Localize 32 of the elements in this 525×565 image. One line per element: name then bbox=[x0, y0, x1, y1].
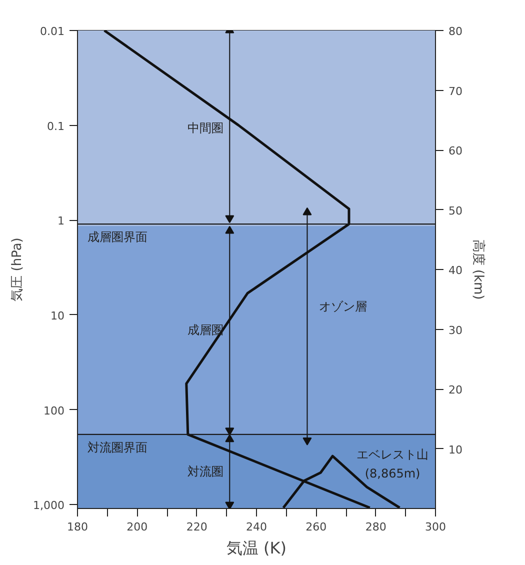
y2-tick-label: 40 bbox=[448, 264, 462, 277]
y2-tick-label: 20 bbox=[448, 384, 462, 396]
ref-line-label: 対流圏界面 bbox=[88, 440, 148, 454]
x-tick-label: 200 bbox=[126, 520, 148, 534]
x-tick-label: 240 bbox=[246, 520, 267, 534]
y2-tick-label: 50 bbox=[448, 204, 462, 218]
x-tick-label: 220 bbox=[186, 520, 208, 534]
y2-tick-label: 10 bbox=[448, 443, 462, 456]
y2-tick-label: 80 bbox=[448, 25, 462, 38]
y2-tick-label: 60 bbox=[448, 144, 462, 158]
band-label: 対流圏 bbox=[187, 464, 224, 478]
band-label: 中間圏 bbox=[187, 121, 224, 136]
y-tick-label: 10 bbox=[50, 309, 65, 322]
y-axis-title: 気圧 (hPa) bbox=[10, 238, 26, 302]
y2-tick-label: 70 bbox=[448, 84, 462, 98]
annotation: エベレスト山 bbox=[356, 447, 429, 462]
y-tick-label: 1 bbox=[58, 214, 64, 228]
y2-tick-label: 30 bbox=[448, 324, 462, 337]
x-tick-label: 280 bbox=[365, 520, 386, 534]
y-tick-label: 100 bbox=[44, 404, 65, 418]
x-axis-title: 気温 (K) bbox=[226, 538, 287, 558]
x-tick-label: 300 bbox=[425, 520, 446, 534]
band-label: 成層圏 bbox=[187, 323, 224, 338]
y2-axis-title: 高度 (km) bbox=[470, 239, 486, 300]
x-tick-label: 180 bbox=[67, 520, 88, 534]
ref-line-label: 成層圏界面 bbox=[88, 230, 148, 244]
y-tick-label: 1,000 bbox=[33, 499, 65, 512]
annotation: (8,865m) bbox=[364, 466, 420, 481]
series-label: オゾン層 bbox=[319, 299, 368, 314]
x-tick-label: 260 bbox=[306, 520, 327, 534]
y-tick-label: 0.01 bbox=[40, 25, 65, 38]
y-tick-label: 0.1 bbox=[47, 120, 65, 133]
